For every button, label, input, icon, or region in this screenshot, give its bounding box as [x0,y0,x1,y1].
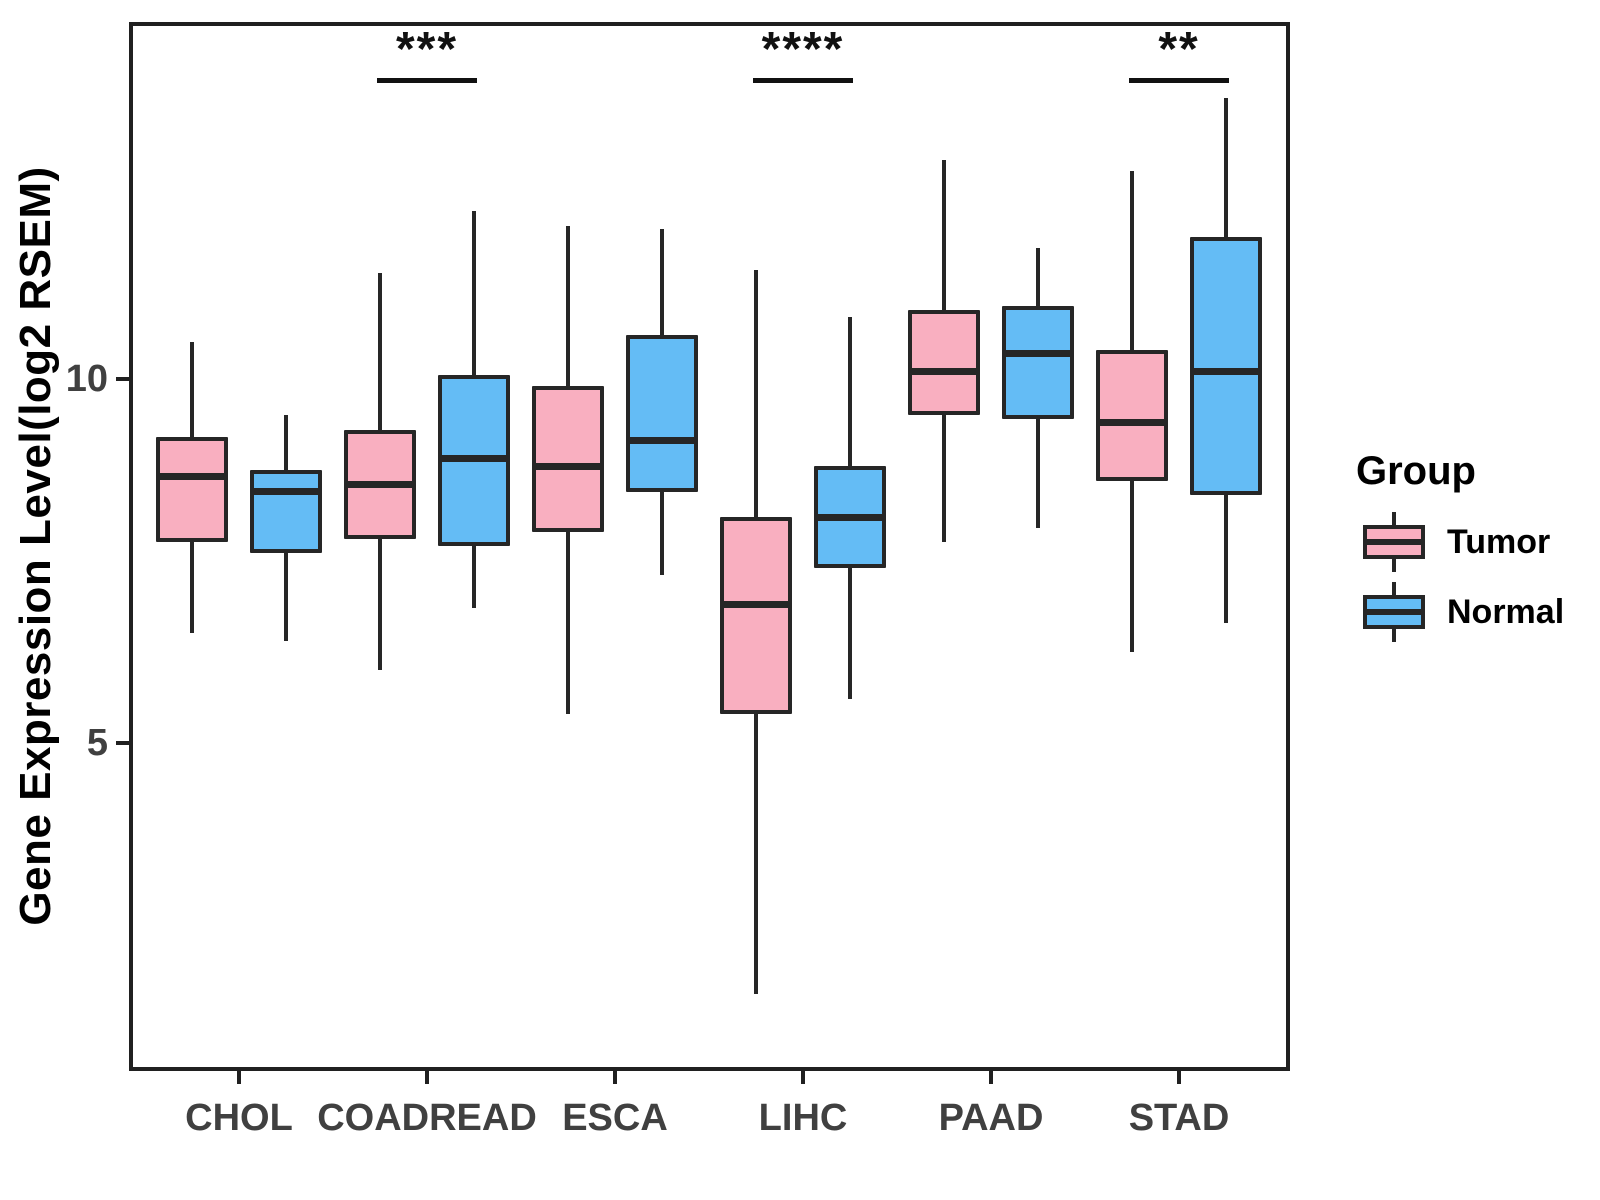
legend-key-whisker-top [1392,512,1396,525]
legend-key-tumor-icon [1363,512,1425,572]
x-tick-label: STAD [1128,1097,1230,1139]
y-tick-mark [116,376,129,381]
legend-label-normal: Normal [1447,593,1565,631]
median-normal-LIHC [814,513,886,521]
x-tick-mark [989,1071,993,1084]
significance-line-COADREAD [377,78,477,83]
plot-panel [129,22,1290,1071]
x-tick-label: LIHC [758,1097,848,1139]
box-normal-STAD [1190,236,1262,496]
x-tick-mark [613,1071,617,1084]
significance-label-LIHC: **** [761,23,845,76]
box-tumor-ESCA [532,385,604,532]
median-tumor-LIHC [720,600,792,608]
x-tick-mark [425,1071,429,1084]
x-tick-label: COADREAD [317,1097,537,1139]
box-tumor-LIHC [720,517,792,714]
x-tick-label: CHOL [185,1097,293,1139]
median-tumor-PAAD [908,367,980,375]
median-tumor-STAD [1096,418,1168,426]
x-tick-mark [801,1071,805,1084]
box-tumor-STAD [1096,349,1168,481]
legend-key-whisker-bottom [1392,629,1396,642]
x-tick-mark [1177,1071,1181,1084]
box-normal-PAAD [1002,305,1074,419]
legend-key-median [1363,609,1425,615]
y-axis-title: Gene Expression Level(log2 RSEM) [11,165,60,926]
median-tumor-COADREAD [344,480,416,488]
median-normal-PAAD [1002,349,1074,357]
median-tumor-CHOL [156,473,228,481]
legend-title: Group [1356,449,1476,493]
legend-key-normal-icon [1363,582,1425,642]
legend-key-whisker-top [1392,582,1396,595]
legend-label-tumor: Tumor [1447,523,1551,561]
significance-label-STAD: ** [1158,23,1200,76]
median-tumor-ESCA [532,462,604,470]
x-tick-label: PAAD [938,1097,1044,1139]
box-tumor-PAAD [908,309,980,416]
median-normal-CHOL [250,488,322,496]
median-normal-STAD [1190,367,1262,375]
y-tick-label: 10 [65,357,108,400]
x-tick-label: ESCA [562,1097,668,1139]
significance-label-COADREAD: *** [395,23,459,76]
x-tick-mark [237,1071,241,1084]
median-normal-COADREAD [438,455,510,463]
legend-key-median [1363,539,1425,545]
box-normal-CHOL [250,469,322,554]
legend-key-whisker-bottom [1392,559,1396,572]
significance-line-STAD [1129,78,1229,83]
box-tumor-CHOL [156,436,228,543]
significance-line-LIHC [753,78,853,83]
box-normal-ESCA [626,335,698,492]
median-normal-ESCA [626,437,698,445]
y-tick-label: 5 [86,721,108,764]
y-tick-mark [116,740,129,745]
